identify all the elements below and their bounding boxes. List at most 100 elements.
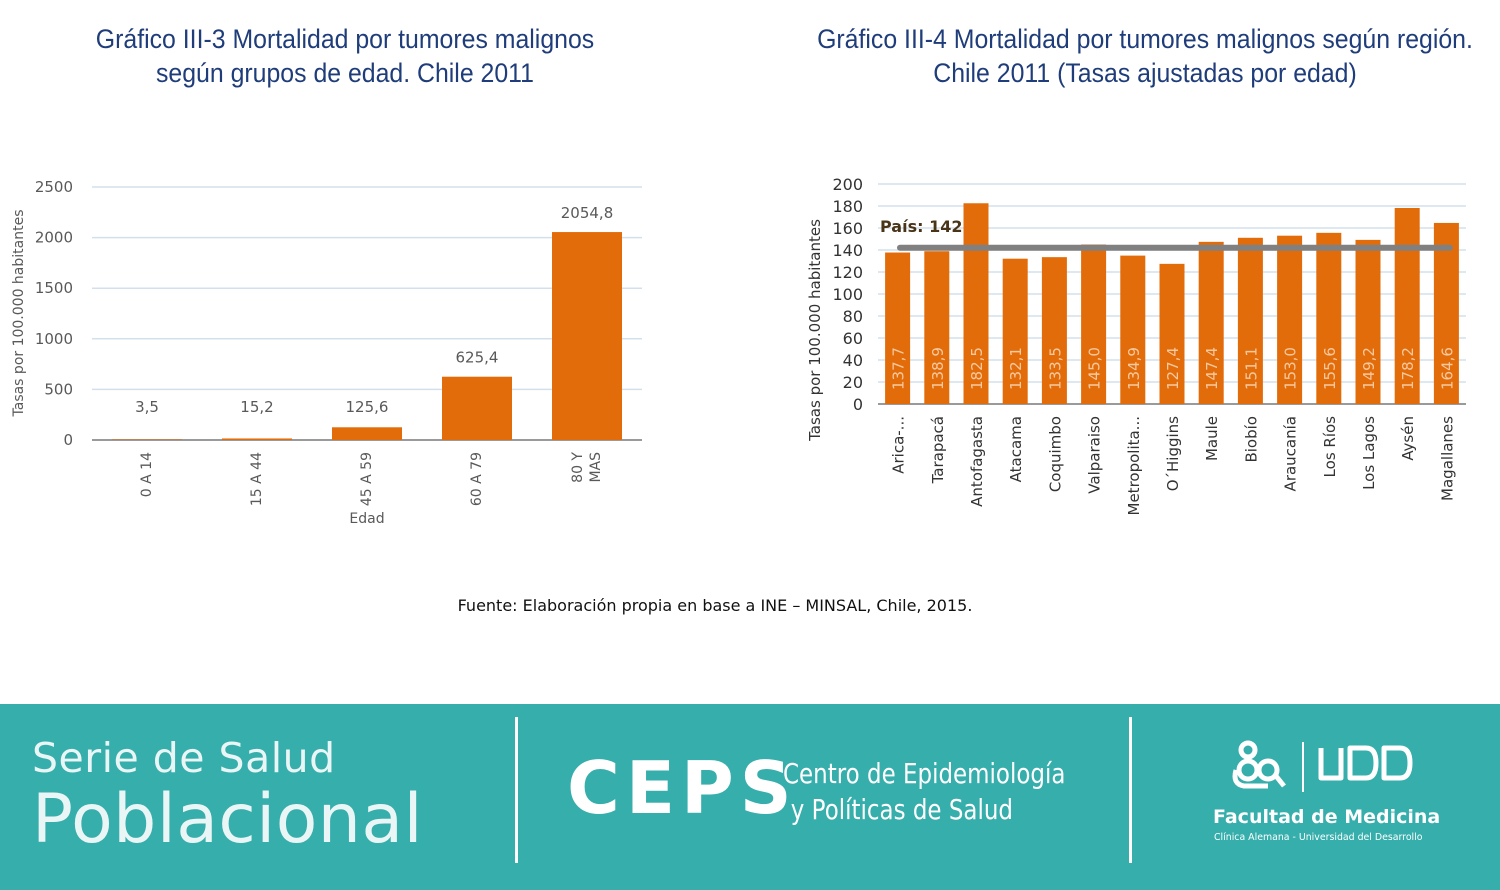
chart2-title-line1: Gráfico III-4 Mortalidad por tumores mal… xyxy=(817,24,1473,54)
ceps-name-line2: y Políticas de Salud xyxy=(790,793,1013,826)
data-label: 145,0 xyxy=(1086,347,1104,390)
footer-divider xyxy=(515,717,518,863)
chart2-title: Gráfico III-4 Mortalidad por tumores mal… xyxy=(814,22,1476,90)
data-label: 153,0 xyxy=(1282,347,1300,390)
y-tick-label: 2500 xyxy=(35,178,73,196)
bar xyxy=(924,251,950,404)
x-tick-label: Araucanía xyxy=(1282,416,1300,491)
bar xyxy=(1355,239,1381,404)
serie-title-line2: Poblacional xyxy=(32,780,423,859)
x-tick-label: Tarapacá xyxy=(929,416,947,484)
ceps-name: Centro de Epidemiología y Políticas de S… xyxy=(783,756,1066,828)
x-axis-title: Edad xyxy=(349,511,384,527)
data-label: 182,5 xyxy=(968,347,986,390)
data-label: 151,1 xyxy=(1242,347,1260,390)
bar xyxy=(1277,235,1303,404)
bar xyxy=(1159,263,1185,404)
source-note: Fuente: Elaboración propia en base a INE… xyxy=(457,596,973,615)
data-label: 133,5 xyxy=(1046,347,1064,390)
region-mortality-chart: 0 20 40 60 80 100 120 140 160 180 200 137,7 Arica-..… xyxy=(806,175,1466,515)
y-tick-label: 20 xyxy=(843,373,863,392)
footer-banner: Serie de Salud Poblacional CEPS Centro d… xyxy=(0,704,1500,890)
data-label: 134,9 xyxy=(1125,347,1143,390)
y-tick-label: 180 xyxy=(832,197,863,216)
data-label: 15,2 xyxy=(240,398,273,416)
x-tick-label: Los Ríos xyxy=(1321,416,1339,478)
x-tick-label: Metropolita... xyxy=(1125,416,1143,515)
x-tick-label: Antofagasta xyxy=(968,416,986,507)
y-tick-label: 120 xyxy=(832,263,863,282)
bar xyxy=(442,376,512,440)
data-label: 625,4 xyxy=(456,349,499,367)
bar xyxy=(885,252,911,404)
bar xyxy=(1198,241,1224,404)
y-tick-label: 500 xyxy=(44,380,73,398)
x-tick-label: MAS xyxy=(588,452,604,483)
faculty-emblem-icon xyxy=(1232,740,1286,789)
y-tick-label: 0 xyxy=(63,431,73,449)
data-label: 3,5 xyxy=(135,398,159,416)
chart1-title: Gráfico III-3 Mortalidad por tumores mal… xyxy=(64,22,625,90)
x-tick-label: Los Lagos xyxy=(1360,416,1378,490)
data-label: 2054,8 xyxy=(561,204,614,222)
serie-title-line1: Serie de Salud xyxy=(32,734,336,782)
y-tick-label: 1500 xyxy=(35,279,73,297)
bar xyxy=(552,232,622,440)
data-label: 138,9 xyxy=(929,347,947,390)
faculty-subtitle: Clínica Alemana - Universidad del Desarr… xyxy=(1214,832,1423,843)
data-label: 132,1 xyxy=(1007,347,1025,390)
udd-logo-mark xyxy=(1232,740,1413,792)
bar xyxy=(1394,207,1420,404)
chart2-title-line2: Chile 2011 (Tasas ajustadas por edad) xyxy=(933,58,1357,88)
y-tick-label: 100 xyxy=(832,285,863,304)
bar xyxy=(1120,255,1146,404)
y-tick-label: 60 xyxy=(843,329,863,348)
bar xyxy=(332,427,402,440)
y-tick-label: 1000 xyxy=(35,330,73,348)
x-tick-label: 80 Y xyxy=(570,452,586,483)
y-tick-label: 160 xyxy=(832,219,863,238)
x-tick-label: Valparaiso xyxy=(1086,416,1104,494)
data-label: 137,7 xyxy=(890,347,908,390)
x-tick-label: Aysén xyxy=(1399,416,1417,461)
udd-separator xyxy=(1302,742,1304,792)
bar xyxy=(1316,232,1342,404)
bar xyxy=(1237,237,1263,404)
x-tick-label: 0 A 14 xyxy=(139,452,155,497)
bar xyxy=(1433,222,1459,404)
x-tick-label: Coquimbo xyxy=(1046,416,1064,492)
x-tick-label: Biobío xyxy=(1242,416,1260,463)
data-label: 125,6 xyxy=(346,398,389,416)
data-label: 127,4 xyxy=(1164,347,1182,390)
bar xyxy=(1081,244,1107,404)
x-tick-label: Atacama xyxy=(1007,416,1025,482)
x-tick-label: O´Higgins xyxy=(1164,416,1182,491)
x-tick-label: Magallanes xyxy=(1438,416,1456,501)
ceps-name-line1: Centro de Epidemiología xyxy=(783,757,1066,790)
y-tick-label: 200 xyxy=(832,175,863,194)
reference-line-label: País: 142 xyxy=(880,217,962,236)
x-tick-label: 60 A 79 xyxy=(469,452,485,506)
data-label: 147,4 xyxy=(1203,347,1221,390)
bar xyxy=(963,203,989,404)
data-label: 149,2 xyxy=(1360,347,1378,390)
udd-wordmark-icon xyxy=(1318,745,1413,781)
y-axis-title: Tasas por 100.000 habitantes xyxy=(806,219,824,442)
ceps-logo: CEPS xyxy=(567,746,798,830)
x-tick-label: 45 A 59 xyxy=(359,452,375,506)
chart1-title-line1: Gráfico III-3 Mortalidad por tumores mal… xyxy=(95,24,595,54)
y-tick-label: 140 xyxy=(832,241,863,260)
x-tick-label: 15 A 44 xyxy=(249,452,265,506)
y-tick-label: 80 xyxy=(843,307,863,326)
faculty-name: Facultad de Medicina xyxy=(1213,806,1441,828)
y-axis-title: Tasas por 100.000 habitantes xyxy=(11,210,27,418)
age-mortality-chart: 0 500 1000 1500 2000 2500 3,5 0 A 14 15,2 15 A 44… xyxy=(11,178,642,527)
bar xyxy=(1002,258,1028,404)
x-tick-label: Arica-... xyxy=(890,416,908,474)
data-label: 178,2 xyxy=(1399,347,1417,390)
bar xyxy=(112,439,182,440)
bar xyxy=(1041,257,1067,404)
bar xyxy=(222,438,292,440)
data-label: 164,6 xyxy=(1438,347,1456,390)
y-tick-label: 2000 xyxy=(35,229,73,247)
